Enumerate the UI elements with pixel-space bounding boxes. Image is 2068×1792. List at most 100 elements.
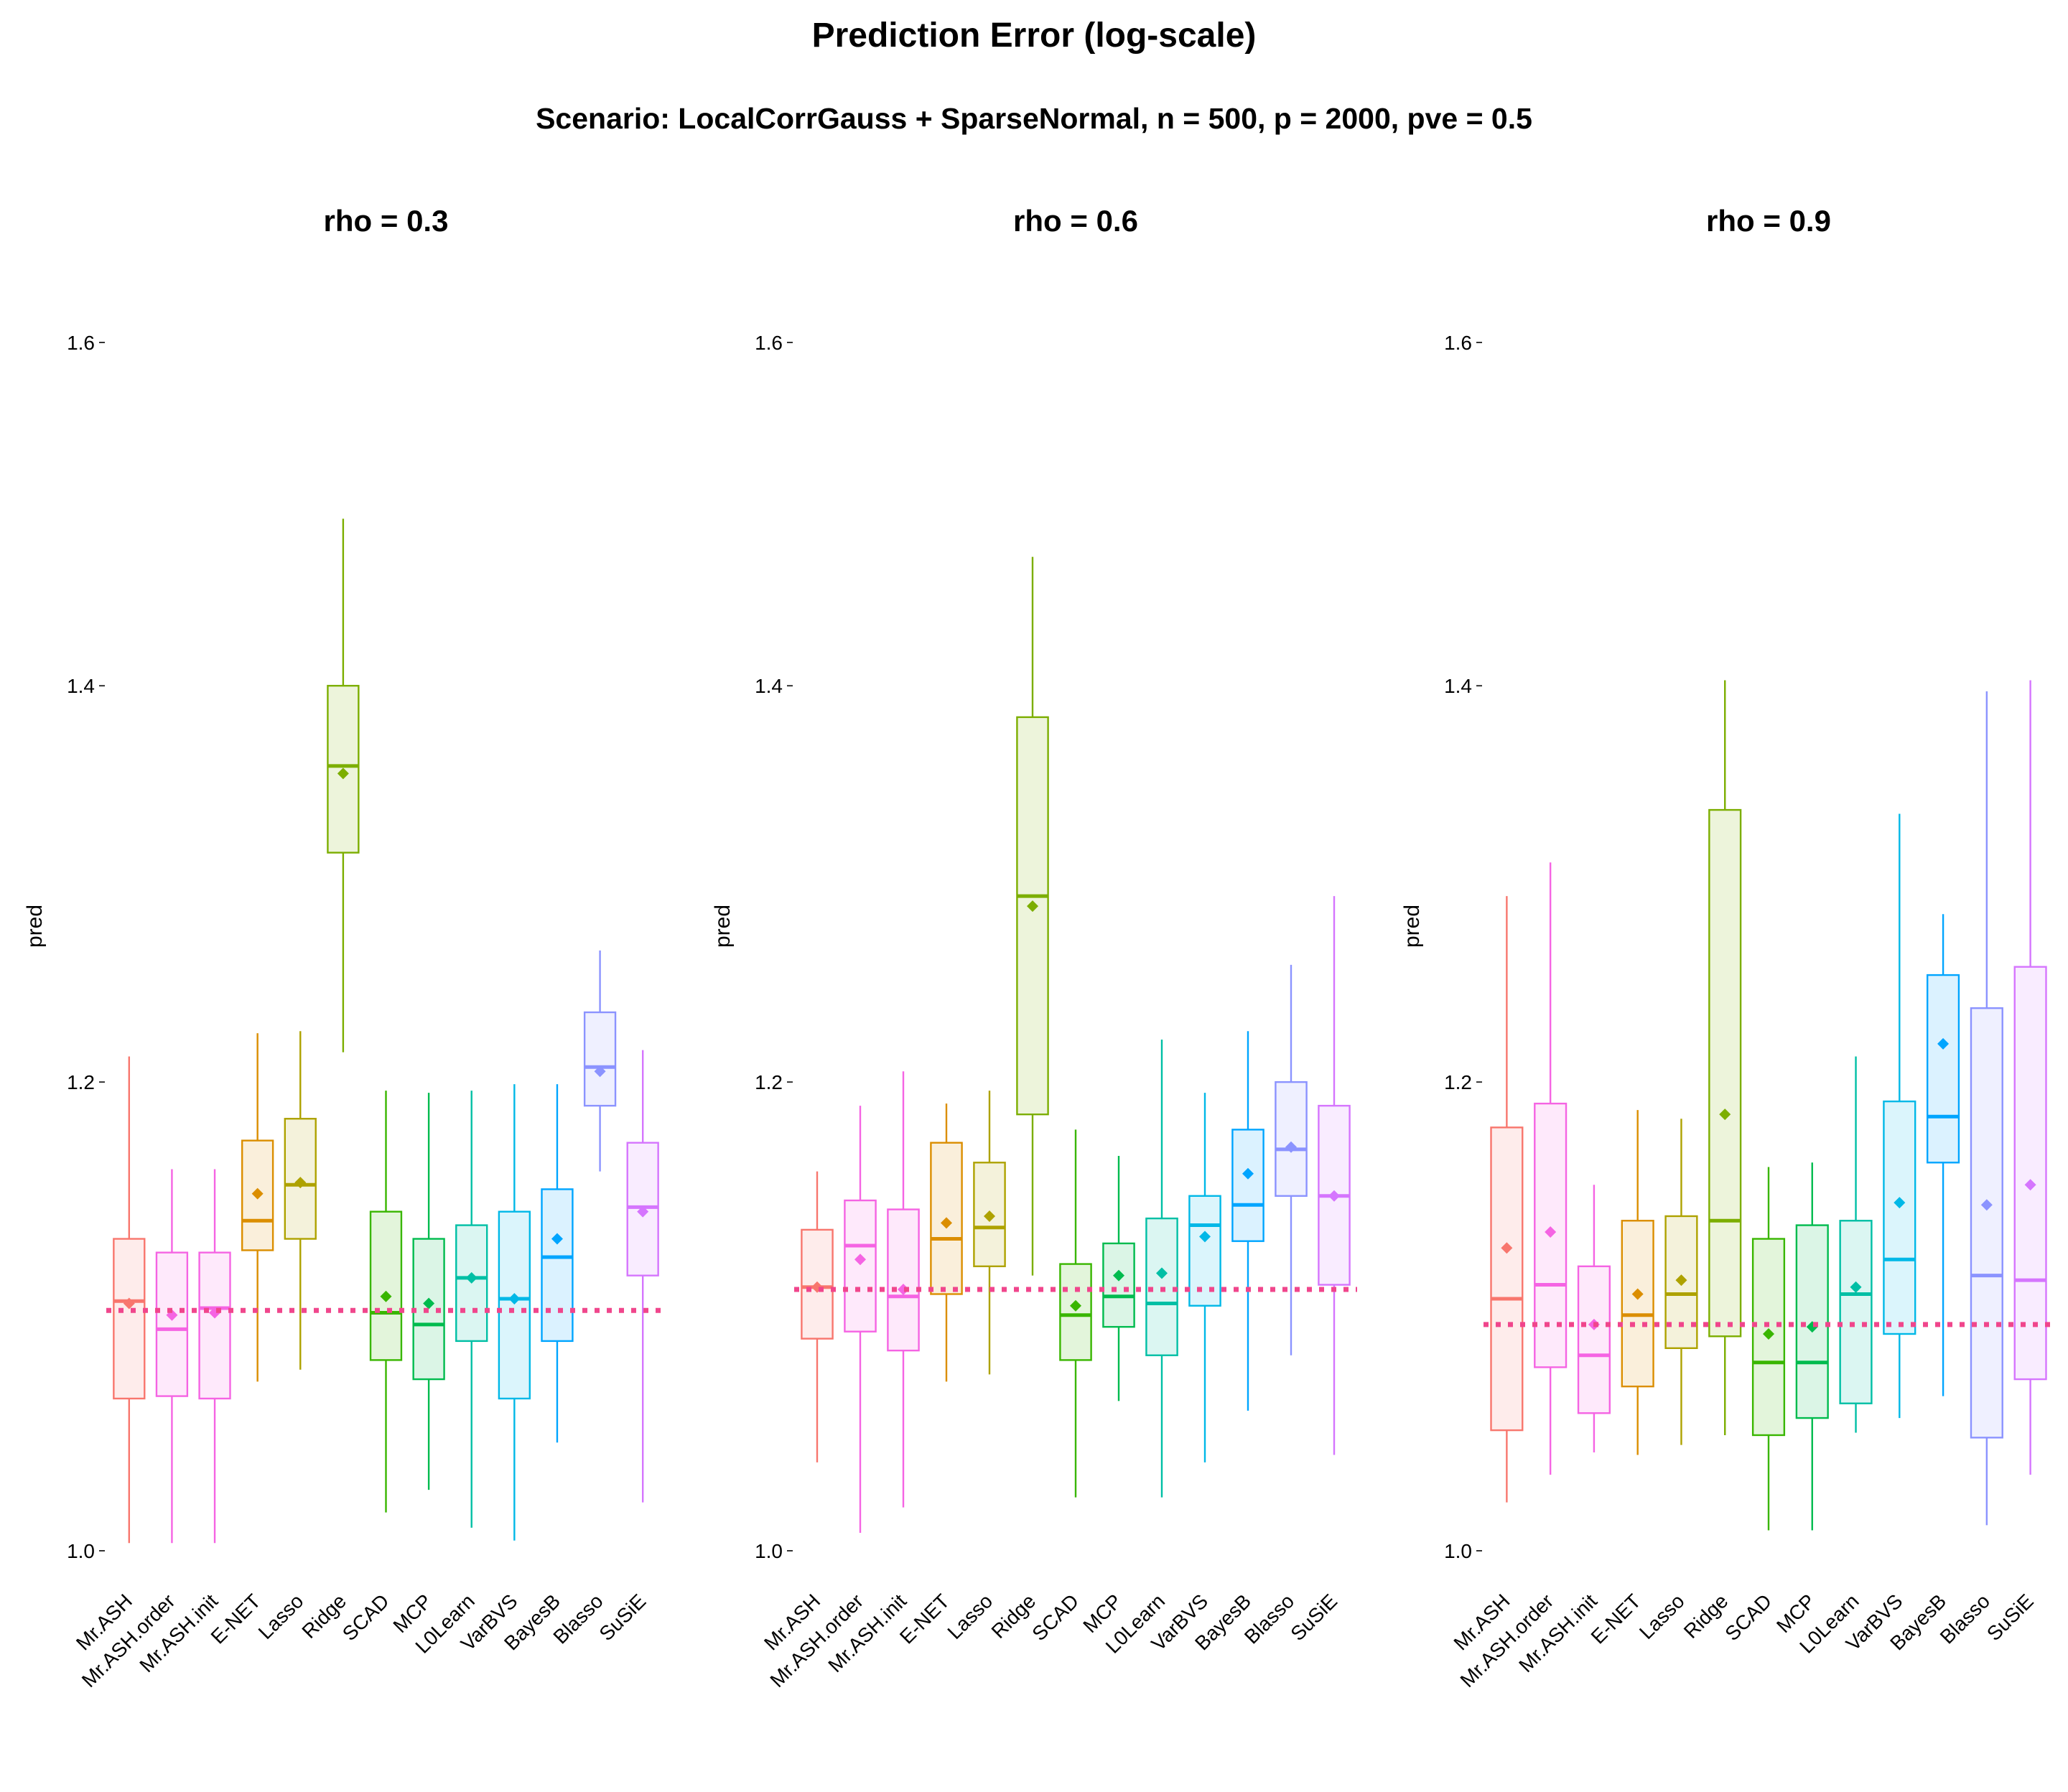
box-varbvs	[1188, 1093, 1221, 1462]
chart-title: Prediction Error (log-scale)	[811, 17, 1257, 55]
x-tick-label: E-NET	[895, 1590, 954, 1648]
y-tick-label: 1.4	[755, 675, 783, 697]
y-axis-label: pred	[1400, 905, 1424, 948]
y-tick-label: 1.4	[1444, 675, 1472, 697]
mean-marker	[508, 1292, 521, 1305]
box-l0learn	[455, 1091, 488, 1528]
facet-title: rho = 0.9	[1706, 204, 1831, 238]
box-iqr	[2013, 966, 2047, 1381]
mean-marker	[1894, 1197, 1906, 1209]
chart-subtitle: Scenario: LocalCorrGauss + SparseNormal,…	[536, 102, 1532, 135]
box-iqr	[1577, 1265, 1611, 1414]
box-blasso	[1275, 964, 1308, 1355]
box-e-net	[241, 1033, 274, 1382]
y-tick-label: 1.0	[67, 1540, 95, 1562]
box-e-net	[1621, 1110, 1654, 1455]
box-iqr	[541, 1188, 574, 1343]
box-mr-ash-order	[155, 1169, 189, 1544]
x-tick-label: SuSiE	[1286, 1590, 1341, 1645]
mean-marker	[1285, 1141, 1297, 1153]
box-lasso	[284, 1031, 317, 1370]
box-l0learn	[1839, 1056, 1873, 1433]
box-iqr	[155, 1251, 189, 1397]
facet-panel-1: rho = 0.3pred1.01.21.41.6Mr.ASHMr.ASH.or…	[23, 204, 666, 1691]
mean-marker	[1501, 1242, 1513, 1254]
box-mr-ash-init	[198, 1169, 231, 1544]
box-mcp	[1795, 1162, 1829, 1531]
y-tick-label: 1.2	[1444, 1071, 1472, 1093]
y-axis-label: pred	[711, 905, 735, 948]
box-bayesb	[1926, 914, 1960, 1396]
mean-marker	[637, 1205, 649, 1218]
x-tick-label: Lasso	[1635, 1590, 1689, 1643]
y-tick-label: 1.4	[67, 675, 95, 697]
x-tick-label: SuSiE	[1983, 1590, 2038, 1645]
box-iqr	[1059, 1263, 1092, 1361]
mean-marker	[2024, 1179, 2036, 1191]
mean-marker	[1675, 1274, 1687, 1287]
box-mr-ash	[801, 1171, 834, 1462]
box-iqr	[1016, 716, 1049, 1116]
mean-marker	[1763, 1327, 1774, 1340]
mean-marker	[423, 1297, 435, 1310]
facet-panel-3: rho = 0.9pred1.01.21.41.6Mr.ASHMr.ASH.or…	[1400, 204, 2054, 1691]
box-iqr	[1188, 1195, 1221, 1307]
box-iqr	[1534, 1102, 1568, 1368]
box-iqr	[1839, 1220, 1873, 1404]
mean-marker	[551, 1233, 563, 1245]
box-mr-ash	[1490, 896, 1524, 1503]
box-mr-ash-order	[844, 1106, 877, 1534]
box-susie	[626, 1050, 659, 1503]
mean-marker	[1199, 1231, 1211, 1243]
y-tick-label: 1.0	[1444, 1540, 1472, 1562]
box-blasso	[583, 950, 617, 1172]
mean-marker	[1027, 900, 1038, 913]
mean-marker	[337, 767, 349, 780]
box-mcp	[412, 1093, 445, 1490]
box-lasso	[1664, 1119, 1698, 1445]
mean-marker	[594, 1065, 606, 1078]
mean-marker	[1328, 1190, 1340, 1202]
box-blasso	[1970, 691, 2003, 1526]
box-mr-ash-init	[887, 1071, 920, 1508]
x-tick-label: Lasso	[943, 1590, 997, 1643]
box-ridge	[327, 518, 360, 1053]
box-varbvs	[1883, 813, 1916, 1419]
box-susie	[1318, 896, 1351, 1455]
mean-marker	[380, 1290, 392, 1302]
x-tick-label: SCAD	[1028, 1590, 1083, 1645]
mean-marker	[898, 1283, 909, 1295]
mean-marker	[251, 1187, 264, 1200]
mean-marker	[465, 1271, 478, 1284]
x-tick-label: Ridge	[1680, 1590, 1733, 1643]
x-tick-label: Blasso	[1240, 1590, 1298, 1648]
box-iqr	[369, 1210, 403, 1361]
facet-title: rho = 0.6	[1013, 204, 1138, 238]
y-tick-label: 1.6	[67, 332, 95, 354]
x-tick-label: Blasso	[549, 1590, 607, 1648]
box-ridge	[1708, 680, 1742, 1435]
x-tick-label: E-NET	[207, 1590, 265, 1648]
box-iqr	[498, 1210, 531, 1400]
y-tick-label: 1.2	[755, 1071, 783, 1093]
y-tick-label: 1.2	[67, 1071, 95, 1093]
mean-marker	[1980, 1199, 1993, 1211]
box-iqr	[1883, 1100, 1916, 1335]
box-varbvs	[498, 1084, 531, 1541]
box-mcp	[1102, 1156, 1135, 1401]
x-tick-label: E-NET	[1587, 1590, 1645, 1648]
y-axis-label: pred	[23, 905, 47, 948]
y-tick-label: 1.0	[755, 1540, 783, 1562]
box-bayesb	[1231, 1031, 1264, 1411]
mean-marker	[1631, 1288, 1644, 1300]
box-e-net	[930, 1103, 963, 1382]
box-iqr	[1708, 808, 1742, 1338]
box-mr-ash-order	[1534, 862, 1568, 1475]
x-tick-label: SuSiE	[595, 1590, 650, 1645]
mean-marker	[1719, 1109, 1731, 1121]
y-tick-label: 1.6	[1444, 332, 1472, 354]
box-lasso	[973, 1091, 1006, 1375]
x-tick-label: SCAD	[338, 1590, 393, 1645]
box-mr-ash-init	[1577, 1185, 1611, 1453]
box-mr-ash	[113, 1056, 146, 1544]
